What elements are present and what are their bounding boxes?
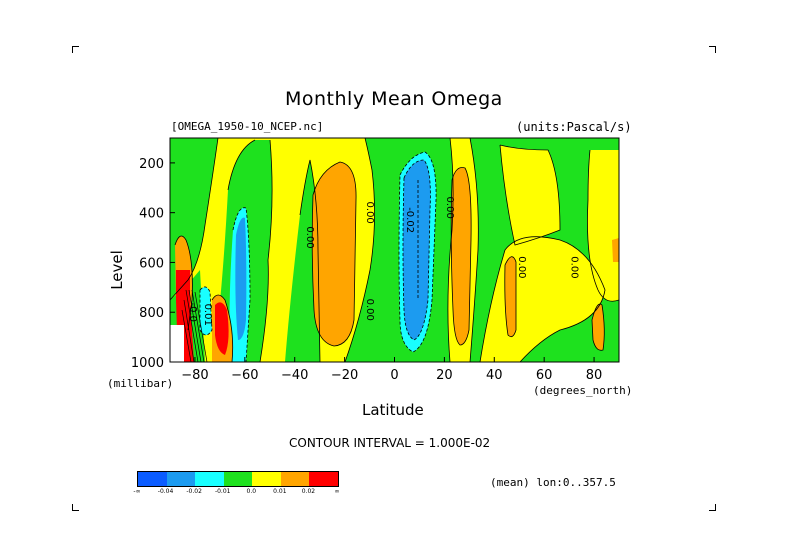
contour-region-missing xyxy=(170,325,184,362)
contour-region-blue-equator xyxy=(403,160,431,340)
colorbar-swatch xyxy=(223,472,253,486)
contour-region-blue-south xyxy=(235,217,247,340)
contour-region-orange-south-subtropic xyxy=(312,162,357,346)
contour-line xyxy=(447,138,454,362)
contour-line xyxy=(174,235,193,331)
contour-line xyxy=(591,303,605,351)
colorbar-label: -0.02 xyxy=(186,488,202,495)
contour-interval-note: CONTOUR INTERVAL = 1.000E-02 xyxy=(289,436,491,450)
contour-label: 0.00 xyxy=(516,256,527,278)
contour-line-dashed xyxy=(398,151,437,353)
contour-lines xyxy=(170,138,619,362)
contour-label: -0.0 xyxy=(187,302,198,322)
x-axis-ticks: −80 −60 −40 −20 0 20 40 60 80 xyxy=(181,357,602,383)
contour-lines-polar-dense xyxy=(181,289,208,362)
contour-label: 0.00 xyxy=(304,226,315,248)
y-axis-title: Level xyxy=(108,250,126,290)
contour-region-orange-north-subtropic xyxy=(451,167,472,345)
y-tick-label: 1000 xyxy=(131,356,164,371)
x-tick-label: 0 xyxy=(390,368,398,383)
colorbar-swatch xyxy=(166,472,196,486)
contour-line xyxy=(227,139,273,362)
contour-label: 0.00 xyxy=(569,256,580,278)
contour-line xyxy=(479,236,606,362)
contour-region-red-south xyxy=(215,302,229,355)
contour-region-green-south xyxy=(285,160,320,362)
contour-region-orange-north-pole xyxy=(592,304,605,351)
contour-region-cyan-polar xyxy=(200,286,212,335)
crop-mark-top-left xyxy=(72,46,79,53)
contour-line xyxy=(504,256,517,338)
x-tick-label: −80 xyxy=(181,368,208,383)
source-label: [OMEGA_1950-10_NCEP.nc] xyxy=(171,120,324,133)
y-tick-label: 800 xyxy=(139,306,164,321)
contour-fill-layer xyxy=(170,138,619,362)
chart-title: Monthly Mean Omega xyxy=(285,88,503,110)
colorbar-swatch xyxy=(252,472,281,486)
units-label: (units:Pascal/s) xyxy=(516,120,632,134)
colorbar-label: ∞ xyxy=(334,488,340,495)
x-tick-label: −20 xyxy=(331,368,358,383)
contour-region-green-corner xyxy=(170,138,202,160)
colorbar-swatch xyxy=(138,472,167,486)
colorbar-label: 0.02 xyxy=(301,488,316,495)
colorbar-label: -0.01 xyxy=(214,488,231,495)
colorbar-swatch xyxy=(309,472,339,486)
x-tick-label: 60 xyxy=(536,368,553,383)
crop-mark-top-right xyxy=(709,46,716,53)
contour-line-dashed xyxy=(232,207,251,362)
contour-line xyxy=(469,138,479,362)
x-tick-label: 40 xyxy=(486,368,503,383)
colorbar-label: 0.0 xyxy=(246,488,257,495)
contour-label: -0.02 xyxy=(404,207,415,233)
y-tick-label: 400 xyxy=(139,207,164,222)
crop-mark-bottom-right xyxy=(709,504,716,511)
contour-region-orange-midlat xyxy=(504,256,516,337)
contour-label: 0.00 xyxy=(364,202,375,224)
colorbar xyxy=(137,471,339,487)
contour-label: 0.01 xyxy=(202,304,213,326)
contour-line xyxy=(344,138,375,362)
contour-line xyxy=(587,149,619,302)
mean-note: (mean) lon:0..357.5 xyxy=(490,476,616,489)
contour-label-layer: 0.00 0.00 0.00 -0.02 0.00 0.00 0.00 0.01 -0.0 xyxy=(187,197,580,326)
colorbar-label: -0.04 xyxy=(157,488,174,495)
x-tick-label: −40 xyxy=(281,368,308,383)
x-tick-label: 80 xyxy=(586,368,603,383)
x-axis-unit: (degrees_north) xyxy=(533,384,633,397)
contour-label: 0.00 xyxy=(364,299,375,321)
x-axis-title: Latitude xyxy=(362,401,424,419)
colorbar-swatch xyxy=(280,472,310,486)
contour-line xyxy=(499,144,561,246)
contour-line xyxy=(450,167,472,346)
contour-region-yellow-north-edge xyxy=(587,150,619,302)
crop-mark-bottom-left xyxy=(72,504,79,511)
contour-region-orange-north-edge xyxy=(612,238,619,262)
x-tick-label: 20 xyxy=(436,368,453,383)
contour-line xyxy=(299,159,321,362)
y-tick-label: 200 xyxy=(139,157,164,172)
x-tick-label: −60 xyxy=(231,368,258,383)
contour-line xyxy=(170,138,219,301)
contour-line xyxy=(211,294,234,362)
colorbar-label: -∞ xyxy=(133,488,141,495)
y-tick-label: 600 xyxy=(139,256,164,271)
contour-label: 0.00 xyxy=(444,197,455,219)
contour-lines-negative xyxy=(199,151,437,362)
contour-line-dashed xyxy=(402,159,431,341)
colorbar-label: 0.01 xyxy=(273,488,287,495)
contour-region-yellow-north-inner xyxy=(500,145,560,245)
contour-line-dashed xyxy=(199,286,213,336)
y-axis-unit: (millibar) xyxy=(107,377,174,390)
colorbar-labels: -∞ -0.04 -0.02 -0.01 0.0 0.01 0.02 ∞ xyxy=(133,488,339,496)
contour-line xyxy=(311,161,357,347)
y-axis-ticks: 1000 800 600 400 200 xyxy=(131,157,175,371)
colorbar-swatch xyxy=(195,472,224,486)
